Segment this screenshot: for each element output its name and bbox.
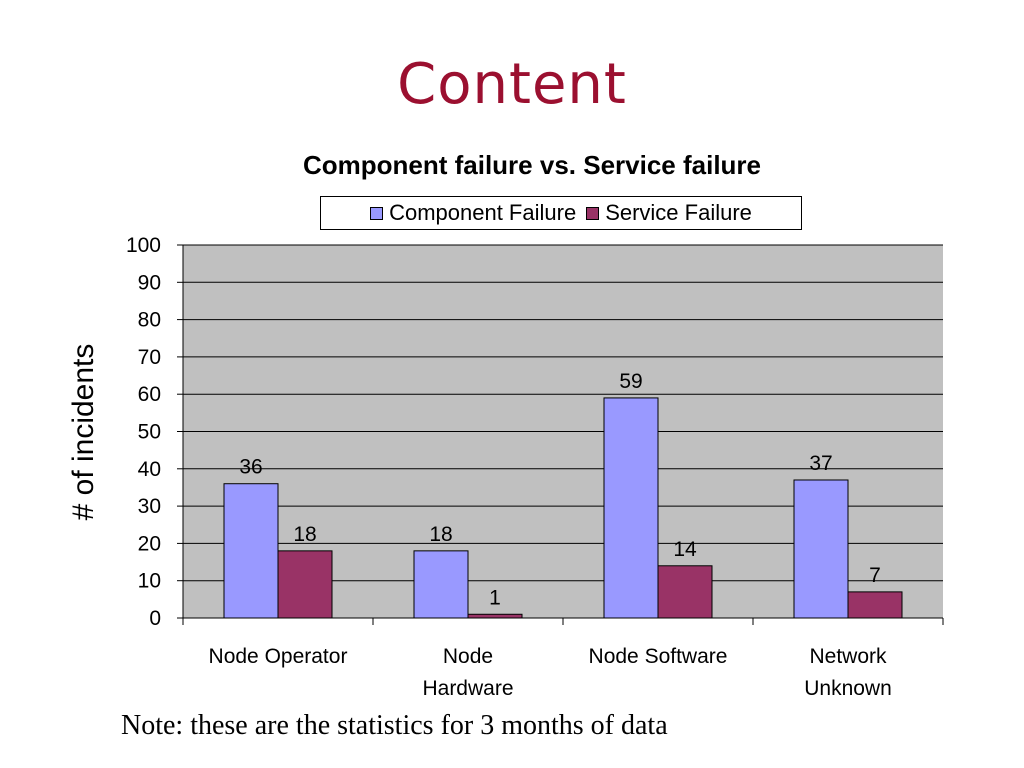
legend-swatch-component: [370, 206, 384, 220]
y-tick-label: 70: [138, 346, 161, 369]
y-tick-label: 0: [149, 607, 161, 630]
data-label: 18: [429, 523, 452, 546]
data-label: 7: [869, 564, 881, 587]
bar-service-failure: [847, 591, 903, 619]
y-tick-label: 90: [138, 271, 161, 294]
x-tick-label: Node: [443, 645, 493, 668]
data-label: 36: [239, 456, 262, 479]
bar-component-failure: [223, 483, 279, 619]
y-tick-label: 50: [138, 421, 161, 444]
x-tick-label: Hardware: [422, 677, 513, 700]
y-tick-label: 60: [138, 383, 161, 406]
legend-label-component: Component Failure: [389, 200, 577, 225]
bar-service-failure: [277, 550, 333, 619]
data-label: 37: [809, 452, 832, 475]
y-tick-label: 80: [138, 309, 161, 332]
y-tick-label: 40: [138, 458, 161, 481]
y-tick-label: 10: [138, 570, 161, 593]
y-tick-label: 30: [138, 495, 161, 518]
legend-label-service: Service Failure: [605, 200, 752, 225]
y-tick-label: 20: [138, 532, 161, 555]
chart-title: Component failure vs. Service failure: [302, 150, 762, 180]
bar-component-failure: [413, 550, 469, 619]
slide-title: Content: [397, 52, 627, 117]
y-tick-label: 100: [126, 234, 161, 257]
bar-service-failure: [467, 613, 523, 619]
chart-legend: Component Failure Service Failure: [320, 196, 802, 230]
data-label: 1: [489, 586, 501, 609]
bar-component-failure: [603, 397, 659, 619]
legend-item-service: Service Failure: [586, 200, 752, 226]
bar-component-failure: [793, 479, 849, 619]
legend-swatch-service: [586, 206, 600, 220]
slide-note: Note: these are the statistics for 3 mon…: [121, 710, 668, 741]
x-tick-label: Node Operator: [209, 645, 348, 668]
x-tick-label: Unknown: [804, 677, 892, 700]
bar-service-failure: [657, 565, 713, 619]
x-tick-label: Network: [809, 645, 887, 668]
data-label: 59: [619, 370, 642, 393]
data-label: 18: [293, 523, 316, 546]
data-label: 14: [673, 538, 697, 561]
x-tick-label: Node Software: [589, 645, 728, 668]
legend-item-component: Component Failure: [370, 200, 576, 226]
